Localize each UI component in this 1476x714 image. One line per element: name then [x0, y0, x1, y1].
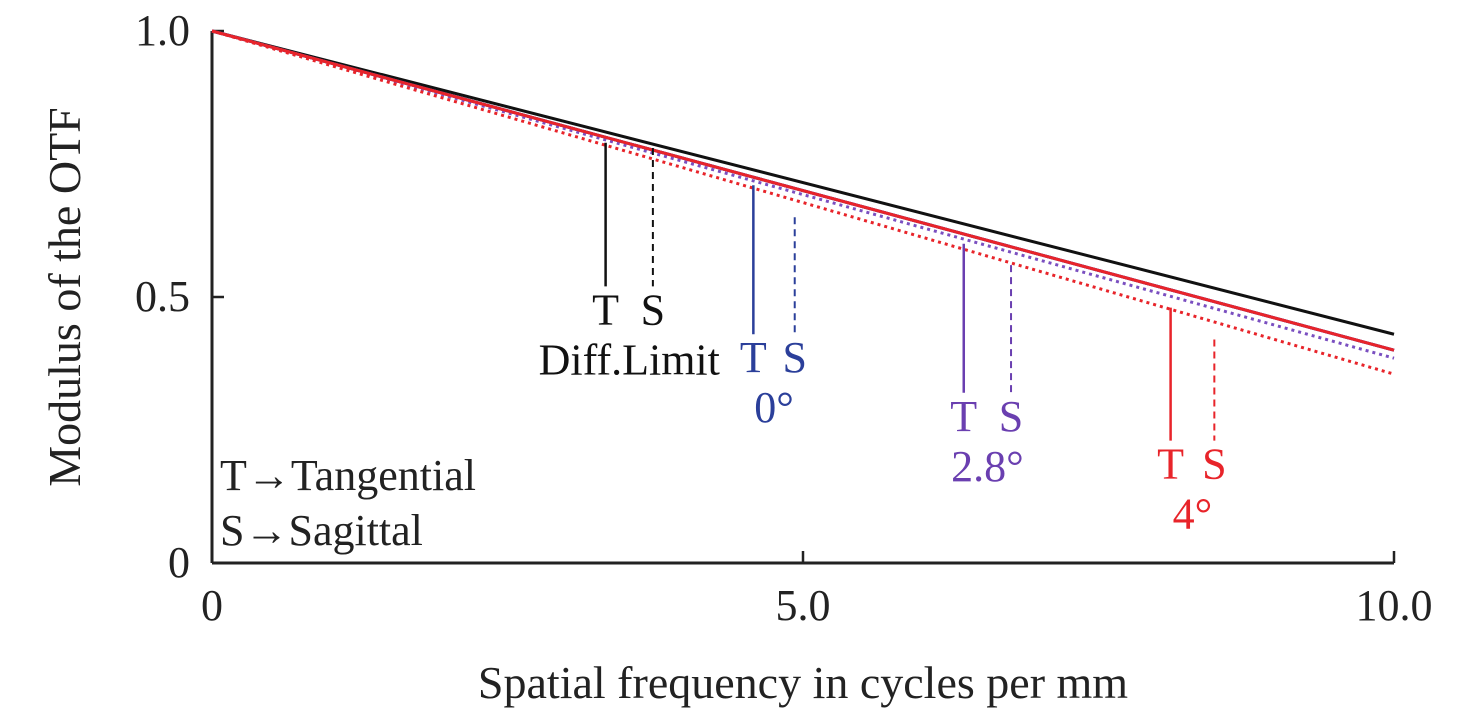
annotation-t-label: T [1157, 440, 1184, 489]
annotation-group-label: 4° [1173, 490, 1213, 539]
series-line [211, 29, 1395, 376]
axis-ticks: 0 5.0 10.0 0 0.5 1.0 [135, 6, 1433, 630]
annotation-s-label: S [782, 333, 806, 382]
series-line [211, 29, 1395, 352]
y-axis-title: Modulus of the OTF [39, 107, 90, 487]
annotation-s-label: S [641, 285, 665, 334]
x-axis-title: Spatial frequency in cycles per mm [478, 657, 1128, 708]
annotation-group-label: 0° [754, 383, 794, 432]
legend-note-tangential: T→Tangential [220, 451, 476, 500]
annotation-group-label: 2.8° [951, 442, 1024, 491]
annotation-t-label: T [592, 285, 619, 334]
x-tick-label: 5.0 [776, 581, 831, 630]
y-tick-label: 0.5 [135, 272, 190, 321]
annotation-s-label: S [1202, 440, 1226, 489]
annotation-s-label: S [999, 392, 1023, 441]
annotation-t-label: T [950, 392, 977, 441]
annotation-t-label: T [740, 333, 767, 382]
series-lines [211, 29, 1395, 376]
x-tick-label: 0 [201, 581, 223, 630]
annotation-group-label: Diff.Limit [539, 335, 720, 384]
legend-note-sagittal: S→Sagittal [220, 506, 423, 555]
y-tick-label: 1.0 [135, 6, 190, 55]
x-tick-label: 10.0 [1356, 581, 1433, 630]
series-line [211, 29, 1395, 336]
y-tick-label: 0 [168, 538, 190, 587]
